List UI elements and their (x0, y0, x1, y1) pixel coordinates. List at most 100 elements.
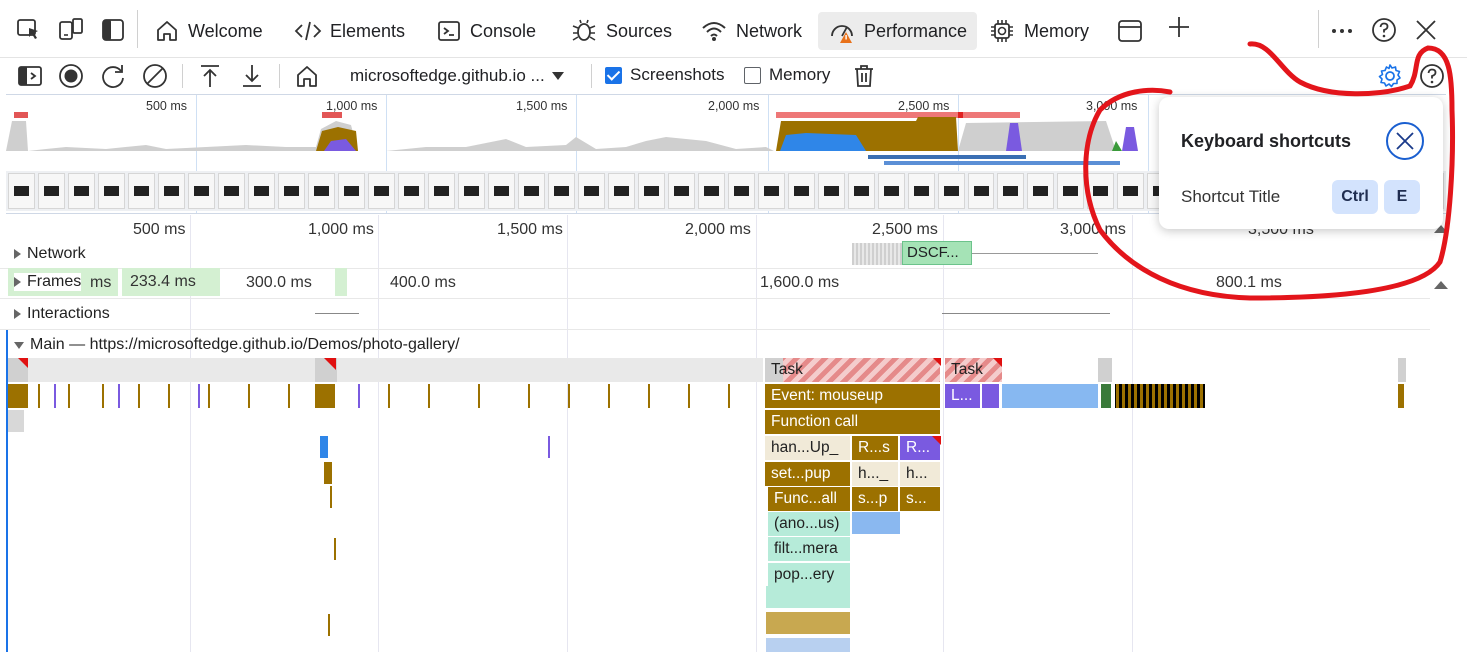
flame-entry[interactable]: h..._ (852, 462, 899, 486)
screenshot-thumbnail[interactable] (367, 173, 395, 209)
screenshot-thumbnail[interactable] (817, 173, 845, 209)
help-icon[interactable] (1371, 17, 1397, 43)
record-icon[interactable] (57, 62, 85, 90)
screenshot-thumbnail[interactable] (337, 173, 365, 209)
flame-entry[interactable]: s... (900, 487, 941, 511)
network-request-dscf[interactable]: DSCF... (902, 241, 972, 265)
toggle-sidebar-icon[interactable] (16, 62, 44, 90)
screenshot-thumbnail[interactable] (457, 173, 485, 209)
home-icon (157, 21, 177, 41)
interaction-whisker[interactable] (942, 313, 1110, 314)
screenshot-thumbnail[interactable] (1087, 173, 1115, 209)
screenshot-thumbnail[interactable] (1027, 173, 1055, 209)
screenshot-thumbnail[interactable] (667, 173, 695, 209)
flame-entry[interactable]: han...Up_ (765, 436, 851, 460)
flame-entry[interactable]: set...pup (765, 462, 851, 486)
clear-icon[interactable] (141, 62, 169, 90)
screenshot-thumbnail[interactable] (67, 173, 95, 209)
flame-entry[interactable]: (ano...us) (768, 512, 851, 536)
flame-entry[interactable]: pop...ery (768, 563, 851, 587)
add-tab-icon[interactable] (1166, 14, 1192, 40)
screenshot-thumbnail[interactable] (757, 173, 785, 209)
screenshot-thumbnail[interactable] (127, 173, 155, 209)
target-select[interactable]: microsoftedge.github.io ... (350, 62, 565, 90)
upload-profile-icon[interactable] (196, 62, 224, 90)
screenshot-thumbnail[interactable] (247, 173, 275, 209)
flame-event-mouseup[interactable]: Event: mouseup (765, 384, 941, 408)
close-popover-button[interactable] (1386, 122, 1424, 160)
screenshots-checkbox[interactable]: Screenshots (605, 65, 725, 85)
screenshot-thumbnail[interactable] (307, 173, 335, 209)
memory-checkbox[interactable]: Memory (744, 65, 830, 85)
screenshot-thumbnail[interactable] (1117, 173, 1145, 209)
trash-icon[interactable] (850, 62, 878, 90)
checkbox-checked-icon[interactable] (605, 66, 622, 84)
inspect-element-icon[interactable] (16, 17, 42, 43)
frame-block[interactable]: 233.4 ms (122, 268, 220, 296)
screenshot-thumbnail[interactable] (847, 173, 875, 209)
screenshot-thumbnail[interactable] (877, 173, 905, 209)
flame-entry[interactable]: Func...all (768, 487, 851, 511)
flame-layout[interactable]: L... (945, 384, 981, 408)
screenshot-thumbnail[interactable] (547, 173, 575, 209)
tab-console[interactable]: Console (436, 12, 536, 50)
tab-performance[interactable]: Performance (818, 12, 978, 50)
screenshot-thumbnail[interactable] (187, 173, 215, 209)
screenshot-thumbnail[interactable] (517, 173, 545, 209)
screenshot-thumbnail[interactable] (427, 173, 455, 209)
flame-entry[interactable]: R... (900, 436, 941, 460)
checkbox-unchecked-icon[interactable] (744, 66, 761, 84)
screenshot-thumbnail[interactable] (487, 173, 515, 209)
screenshot-thumbnail[interactable] (967, 173, 995, 209)
screenshot-thumbnail[interactable] (907, 173, 935, 209)
screenshot-thumbnail[interactable] (997, 173, 1025, 209)
flame-task[interactable]: Task (765, 358, 941, 382)
dock-sidebar-icon[interactable] (100, 17, 126, 43)
tab-network[interactable]: Network (700, 12, 802, 50)
screenshot-thumbnail[interactable] (8, 173, 35, 209)
network-request-bar[interactable] (852, 243, 902, 265)
panel-window-icon[interactable] (1117, 18, 1143, 44)
more-options-icon[interactable] (1329, 18, 1355, 44)
device-emulation-icon[interactable] (58, 17, 84, 43)
screenshot-thumbnail[interactable] (577, 173, 605, 209)
tab-elements[interactable]: Elements (294, 12, 405, 50)
flame-entry[interactable]: R...s (852, 436, 899, 460)
flame-entry[interactable]: filt...mera (768, 537, 851, 561)
performance-icon (831, 25, 853, 43)
screenshot-thumbnail[interactable] (277, 173, 305, 209)
screenshot-thumbnail[interactable] (37, 173, 65, 209)
screenshot-thumbnail[interactable] (157, 173, 185, 209)
frames-track-toggle[interactable]: Frames (14, 273, 82, 291)
flame-task[interactable]: Task (945, 358, 1003, 382)
screenshot-thumbnail[interactable] (937, 173, 965, 209)
capture-settings-gear-icon[interactable] (1376, 62, 1404, 90)
home-icon[interactable] (293, 62, 321, 90)
screenshot-thumbnail[interactable] (97, 173, 125, 209)
screenshot-thumbnail[interactable] (397, 173, 425, 209)
tab-welcome[interactable]: Welcome (154, 12, 263, 50)
close-devtools-icon[interactable] (1413, 17, 1439, 43)
screenshot-thumbnail[interactable] (607, 173, 635, 209)
screenshot-thumbnail[interactable] (217, 173, 245, 209)
interaction-whisker[interactable] (315, 313, 359, 314)
frame-block[interactable] (335, 268, 347, 296)
flame-entry[interactable]: s...p (852, 487, 899, 511)
screenshot-thumbnail[interactable] (787, 173, 815, 209)
tab-sources[interactable]: Sources (570, 12, 672, 50)
reload-record-icon[interactable] (99, 62, 127, 90)
flame-entry[interactable]: h... (900, 462, 941, 486)
interactions-track-toggle[interactable]: Interactions (14, 305, 110, 323)
screenshot-thumbnail[interactable] (697, 173, 725, 209)
main-track-toggle[interactable]: Main — https://microsoftedge.github.io/D… (14, 336, 460, 354)
scroll-up-arrow-icon[interactable] (1434, 281, 1448, 289)
flame-function-call[interactable]: Function call (765, 410, 941, 434)
shortcuts-help-icon[interactable] (1418, 62, 1446, 90)
screenshot-thumbnail[interactable] (1057, 173, 1085, 209)
download-profile-icon[interactable] (238, 62, 266, 90)
screenshot-thumbnail[interactable] (727, 173, 755, 209)
flame-block[interactable] (982, 384, 1000, 408)
tab-memory[interactable]: Memory (988, 12, 1089, 50)
network-track-toggle[interactable]: Network (14, 245, 86, 263)
screenshot-thumbnail[interactable] (637, 173, 665, 209)
